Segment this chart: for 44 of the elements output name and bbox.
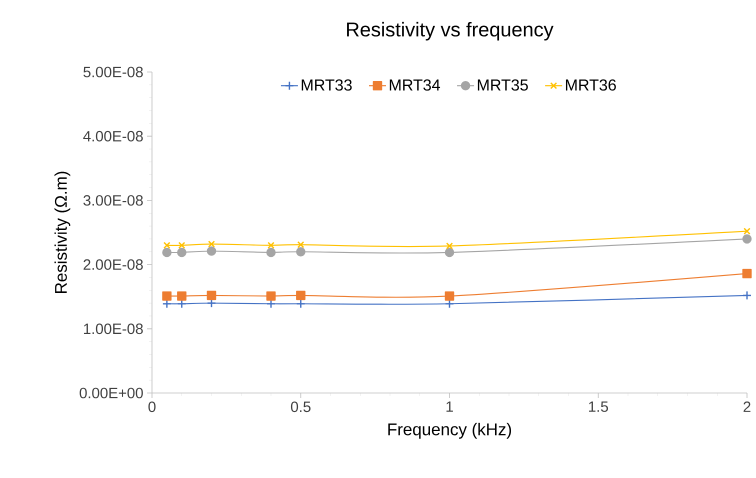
point: [162, 291, 172, 301]
point: [742, 234, 752, 244]
legend-label: MRT36: [566, 79, 616, 91]
point: [296, 290, 306, 300]
y-tick-label: 4.00E-08: [83, 130, 143, 142]
point: [743, 228, 751, 235]
x-tick-label: 0: [148, 402, 156, 412]
x-tick-label: 1: [446, 402, 453, 412]
point: [297, 241, 304, 248]
y-tick-label: 0.00E+00: [80, 388, 143, 398]
point: [444, 291, 454, 301]
point: [446, 242, 454, 250]
point: [742, 268, 752, 278]
y-axis-title: Resistivity (Ω.m): [54, 172, 70, 293]
chart-title: Resistivity vs frequency: [347, 22, 554, 41]
point: [266, 291, 276, 301]
point: [296, 247, 306, 256]
point: [162, 248, 172, 258]
x-tick-label: 2: [744, 402, 750, 412]
point: [177, 248, 186, 258]
legend-label: MRT34: [390, 79, 440, 91]
point: [163, 242, 170, 249]
legend-label: MRT33: [302, 79, 352, 91]
point: [266, 299, 276, 308]
point: [742, 290, 752, 300]
point: [444, 248, 454, 258]
point: [208, 240, 216, 248]
y-tick-label: 2.00E-08: [84, 259, 143, 270]
y-tick-label: 3.00E-08: [83, 195, 143, 206]
x-tick-label: 0.5: [290, 402, 311, 412]
point: [177, 291, 186, 301]
point: [206, 290, 216, 300]
point: [178, 242, 186, 249]
point: [266, 248, 276, 258]
point: [267, 242, 275, 249]
y-tick-label: 1.00E-08: [84, 324, 143, 334]
legend-label: MRT35: [478, 79, 528, 91]
point: [162, 299, 172, 308]
point: [296, 299, 306, 308]
point: [206, 246, 216, 256]
y-tick-label: 5.00E-08: [83, 66, 143, 78]
x-axis-title: Frequency (kHz): [388, 422, 512, 439]
x-tick-label: 1.5: [589, 402, 608, 412]
point: [444, 299, 454, 308]
